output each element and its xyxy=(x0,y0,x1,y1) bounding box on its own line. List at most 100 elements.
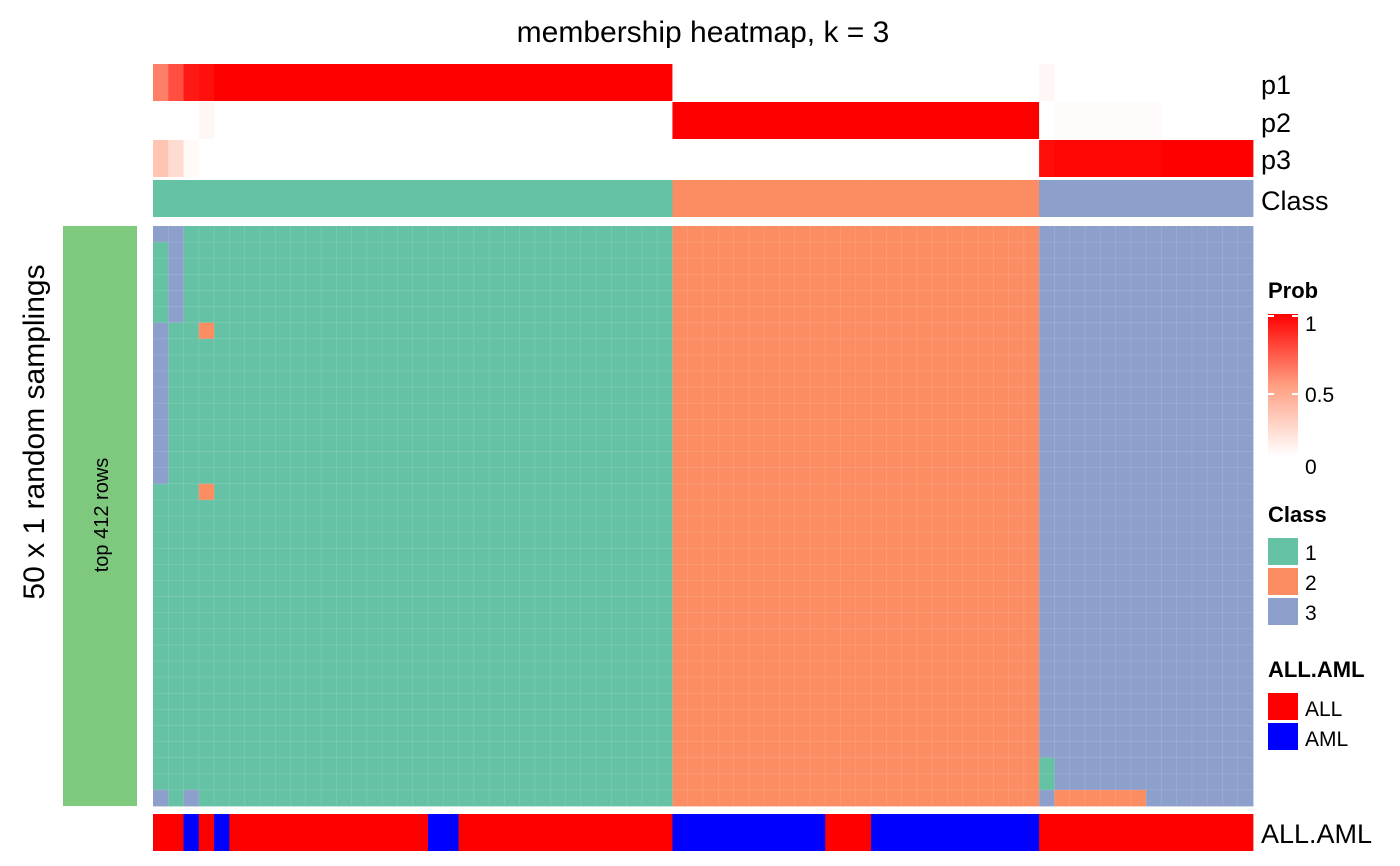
membership-cell xyxy=(611,403,628,420)
membership-cell xyxy=(657,741,673,759)
membership-cell xyxy=(229,596,246,614)
membership-cell xyxy=(1023,290,1040,307)
membership-cell xyxy=(794,564,811,581)
membership-cell xyxy=(657,548,673,565)
membership-cell xyxy=(1130,644,1147,662)
p1-cell xyxy=(290,64,307,101)
membership-cell xyxy=(382,677,398,694)
membership-cell xyxy=(764,354,780,372)
membership-cell xyxy=(198,693,215,710)
membership-cell xyxy=(809,322,826,340)
membership-cell xyxy=(1237,709,1254,726)
class-legend-label-1: 1 xyxy=(1305,542,1317,565)
membership-cell xyxy=(901,403,918,420)
class-legend-swatch-1 xyxy=(1268,538,1298,565)
all-aml-legend-title: ALL.AML xyxy=(1268,657,1365,682)
membership-cell xyxy=(978,338,994,356)
membership-cell xyxy=(1176,419,1193,436)
membership-cell xyxy=(687,419,704,436)
membership-cell xyxy=(458,435,475,452)
membership-cell xyxy=(718,757,734,775)
membership-cell xyxy=(1023,757,1040,775)
membership-cell xyxy=(641,338,658,356)
membership-cell xyxy=(428,483,444,501)
membership-cell xyxy=(626,338,643,356)
membership-cell xyxy=(718,371,734,388)
membership-cell xyxy=(1161,741,1178,759)
membership-cell xyxy=(428,306,444,324)
membership-cell xyxy=(153,516,169,533)
membership-cell xyxy=(794,661,811,678)
p3-cell xyxy=(1146,140,1162,177)
membership-cell xyxy=(489,483,505,501)
membership-cell xyxy=(855,516,872,533)
prob-legend-tick-label: 1 xyxy=(1305,313,1317,336)
membership-cell xyxy=(534,354,551,372)
membership-cell xyxy=(229,644,246,662)
membership-cell xyxy=(366,612,383,630)
membership-cell xyxy=(947,677,964,694)
membership-cell xyxy=(336,419,353,436)
membership-cell xyxy=(489,709,505,726)
membership-cell xyxy=(1237,741,1254,759)
membership-cell xyxy=(473,532,490,549)
membership-cell xyxy=(1237,306,1254,324)
membership-cell xyxy=(168,274,184,291)
membership-cell xyxy=(1100,306,1116,324)
class-cell xyxy=(565,180,582,217)
membership-cell xyxy=(825,483,841,501)
membership-cell xyxy=(1084,693,1101,710)
membership-cell xyxy=(504,451,521,469)
membership-cell xyxy=(580,226,597,243)
membership-cell xyxy=(718,564,734,581)
membership-cell xyxy=(901,371,918,388)
membership-cell xyxy=(550,548,566,565)
membership-cell xyxy=(672,628,689,646)
p1-cell xyxy=(382,64,398,101)
membership-cell xyxy=(473,644,490,662)
membership-cell xyxy=(1176,274,1193,291)
membership-cell xyxy=(596,548,612,565)
membership-cell xyxy=(764,725,780,742)
membership-cell xyxy=(519,258,536,275)
membership-cell xyxy=(932,773,948,791)
membership-cell xyxy=(641,483,658,501)
all-aml-cell xyxy=(626,814,643,851)
membership-cell xyxy=(1069,435,1086,452)
membership-cell xyxy=(366,274,383,291)
membership-cell xyxy=(672,757,689,775)
membership-cell xyxy=(275,274,291,291)
membership-cell xyxy=(351,435,368,452)
membership-cell xyxy=(1115,612,1132,630)
membership-cell xyxy=(1039,773,1055,791)
membership-cell xyxy=(198,596,215,614)
p1-cell xyxy=(473,64,490,101)
membership-cell xyxy=(366,757,383,775)
p2-cell xyxy=(1191,102,1208,139)
all-aml-legend-swatch-aml xyxy=(1268,723,1298,750)
membership-cell xyxy=(978,709,994,726)
membership-cell xyxy=(687,371,704,388)
membership-cell xyxy=(764,290,780,307)
membership-cell xyxy=(275,564,291,581)
membership-cell xyxy=(1008,596,1025,614)
membership-cell xyxy=(397,644,414,662)
membership-cell xyxy=(855,306,872,324)
membership-cell xyxy=(259,548,276,565)
membership-cell xyxy=(840,322,857,340)
membership-cell xyxy=(932,661,948,678)
membership-cell xyxy=(1161,548,1178,565)
membership-cell xyxy=(901,725,918,742)
membership-cell xyxy=(321,467,337,485)
membership-cell xyxy=(978,564,994,581)
membership-cell xyxy=(443,725,459,742)
membership-cell xyxy=(336,677,353,694)
membership-cell xyxy=(473,403,490,420)
membership-cell xyxy=(825,290,841,307)
membership-cell xyxy=(641,290,658,307)
membership-cell xyxy=(596,677,612,694)
membership-cell xyxy=(550,612,566,630)
p3-cell xyxy=(580,140,597,177)
membership-cell xyxy=(1100,354,1116,372)
membership-cell xyxy=(244,628,261,646)
